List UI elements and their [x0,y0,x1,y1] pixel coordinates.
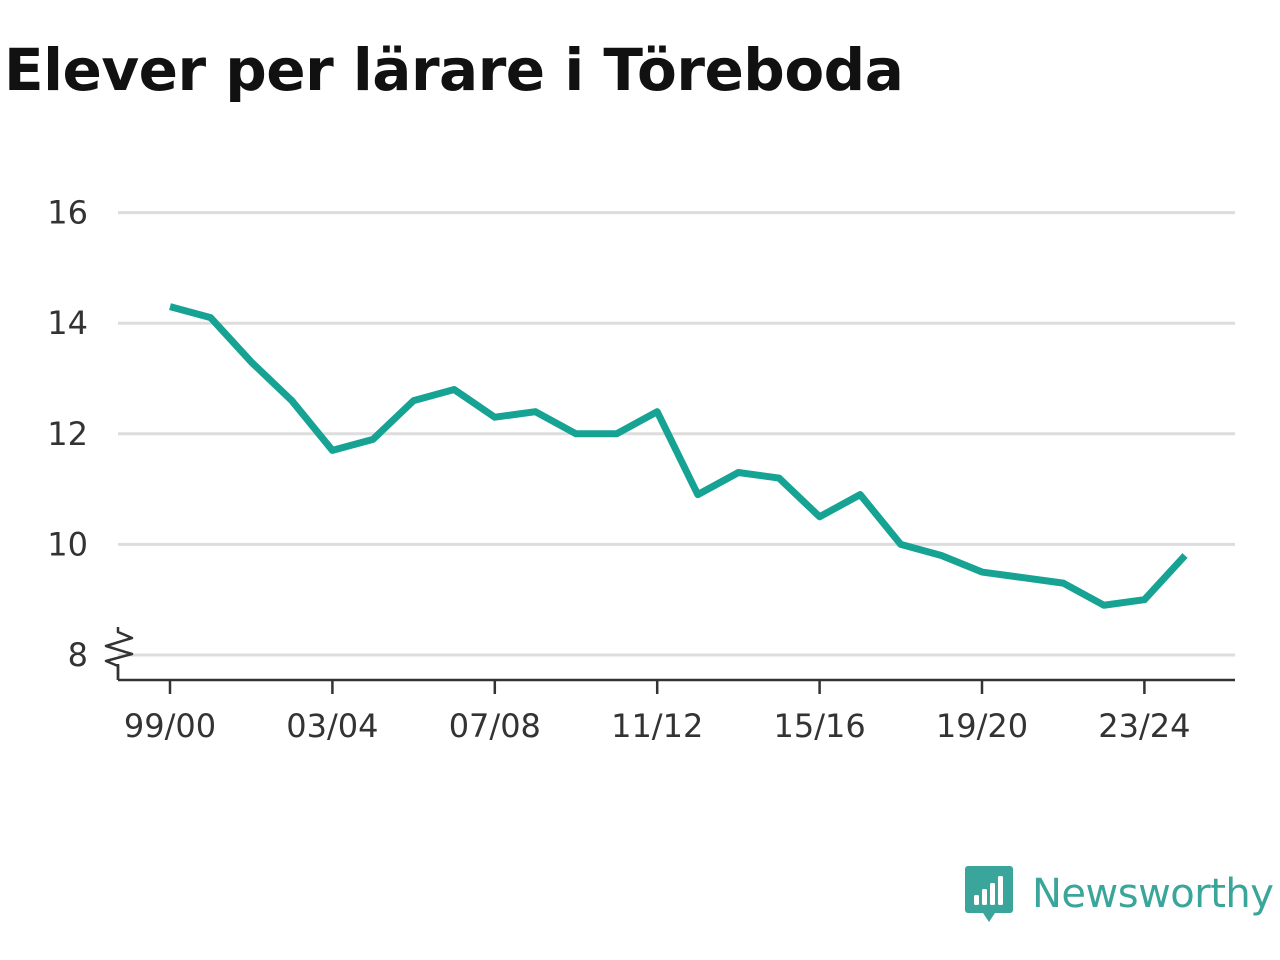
data-point [941,555,942,556]
y-tick-label: 10 [47,525,88,563]
data-point [170,306,171,307]
x-axis-labels: 99/00 03/04 07/08 11/12 15/16 19/20 23/24 [124,707,1191,745]
data-point [616,433,617,434]
data-point [251,361,252,362]
data-point [1063,583,1064,584]
data-point [373,439,374,440]
data-point [738,472,739,473]
x-axis [104,627,1235,694]
data-point [819,516,820,517]
data-point [1144,599,1145,600]
x-tick-label: 23/24 [1098,707,1190,745]
brand: Newsworthy [964,864,1274,924]
data-point [1022,577,1023,578]
x-tick-label: 03/04 [286,707,378,745]
x-tick-label: 15/16 [773,707,865,745]
series [169,303,1188,609]
data-point [454,389,455,390]
y-tick-label: 14 [47,304,88,342]
data-point [494,417,495,418]
data-point [697,494,698,495]
y-axis-break [104,627,134,680]
data-point [779,478,780,479]
grid-lines [118,211,1235,657]
chart-title: Elever per lärare i Töreboda [4,36,904,104]
data-point [535,411,536,412]
data-point [1103,605,1104,606]
x-tick-label: 99/00 [124,707,216,745]
data-point [210,317,211,318]
data-point [860,494,861,495]
newsworthy-logo-icon [965,866,1013,922]
y-tick-label: 12 [47,415,88,453]
data-point [1185,555,1186,556]
y-tick-label: 8 [68,636,88,674]
data-point [576,433,577,434]
data-point [332,450,333,451]
x-tick-label: 07/08 [449,707,541,745]
series-line [169,303,1188,609]
data-point [413,400,414,401]
brand-name: Newsworthy [1032,871,1274,917]
x-tick-label: 11/12 [611,707,703,745]
y-axis-labels: 8 10 12 14 16 [47,194,88,674]
x-tick-label: 19/20 [936,707,1028,745]
data-point [291,400,292,401]
data-point [982,572,983,573]
data-point [900,544,901,545]
y-tick-label: 16 [47,194,88,232]
data-point [657,411,658,412]
